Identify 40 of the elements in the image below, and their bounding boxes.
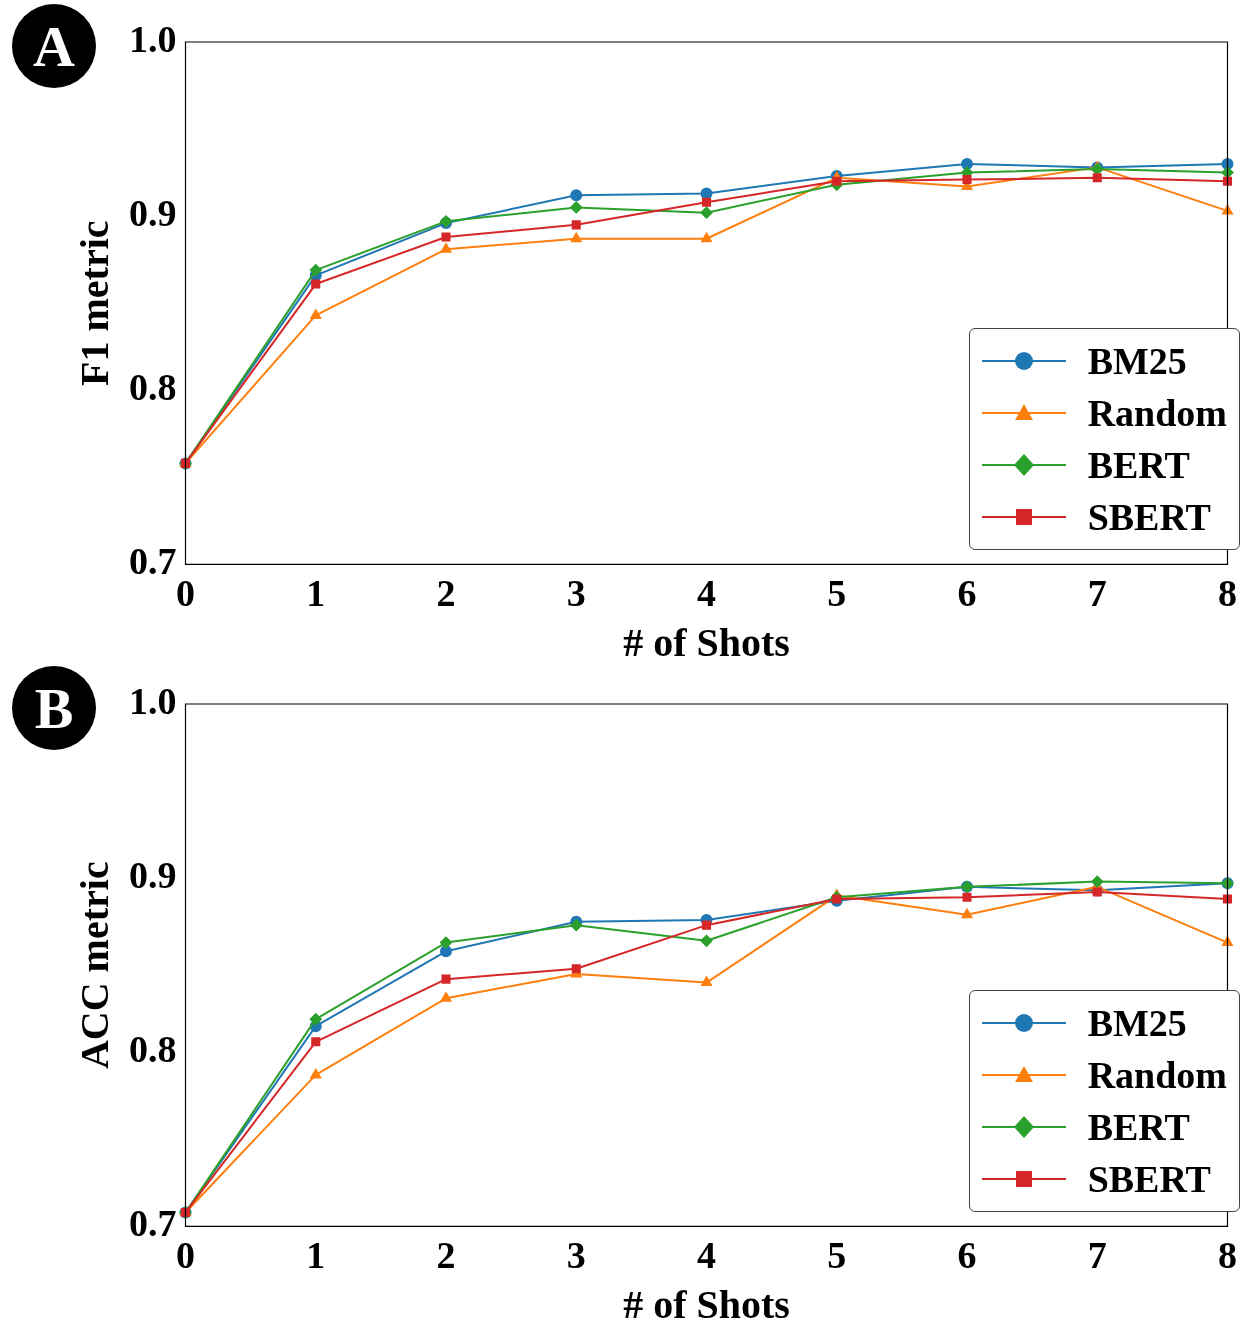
y-tick-label: 1.0 <box>129 17 177 60</box>
y-tick-label: 0.8 <box>129 366 177 409</box>
x-tick-label: 4 <box>697 572 716 615</box>
x-tick-label: 0 <box>176 572 195 615</box>
y-tick-label: 1.0 <box>129 679 177 722</box>
x-tick-label: 3 <box>566 1234 586 1277</box>
y-tick-label: 0.7 <box>129 1202 177 1245</box>
x-tick-label: 4 <box>697 1234 716 1277</box>
y-tick-label: 0.7 <box>129 540 177 583</box>
x-tick-label: 1 <box>306 572 326 615</box>
x-tick-label: 8 <box>1218 572 1237 615</box>
legend-label: Random <box>1087 1053 1227 1097</box>
x-tick-label: 6 <box>957 1234 977 1277</box>
y-tick-label: 0.9 <box>129 191 177 234</box>
legend-label: BERT <box>1087 1105 1190 1149</box>
x-tick-label: 0 <box>176 1234 195 1277</box>
x-tick-label: 7 <box>1087 572 1107 615</box>
x-tick-label: 3 <box>566 572 586 615</box>
x-tick-label: 5 <box>827 1234 847 1277</box>
x-tick-label: 8 <box>1218 1234 1237 1277</box>
x-tick-label: 2 <box>436 1234 456 1277</box>
panel-badge: B <box>12 666 96 750</box>
x-tick-label: 2 <box>436 572 456 615</box>
panel-badge: A <box>12 4 96 88</box>
y-axis-title: F1 metric <box>72 220 118 386</box>
x-axis-title: # of Shots <box>623 620 790 666</box>
legend-label: BM25 <box>1087 339 1187 383</box>
legend-label: BM25 <box>1087 1001 1187 1045</box>
y-axis-title: ACC metric <box>72 861 118 1070</box>
legend-label: Random <box>1087 391 1227 435</box>
x-tick-label: 5 <box>827 572 847 615</box>
legend-label: SBERT <box>1087 495 1211 539</box>
y-tick-label: 0.8 <box>129 1028 177 1071</box>
x-tick-label: 7 <box>1087 1234 1107 1277</box>
legend-label: SBERT <box>1087 1157 1211 1201</box>
x-axis-title: # of Shots <box>623 1282 790 1323</box>
x-tick-label: 1 <box>306 1234 326 1277</box>
x-tick-label: 6 <box>957 572 977 615</box>
y-tick-label: 0.9 <box>129 853 177 896</box>
legend-label: BERT <box>1087 443 1190 487</box>
